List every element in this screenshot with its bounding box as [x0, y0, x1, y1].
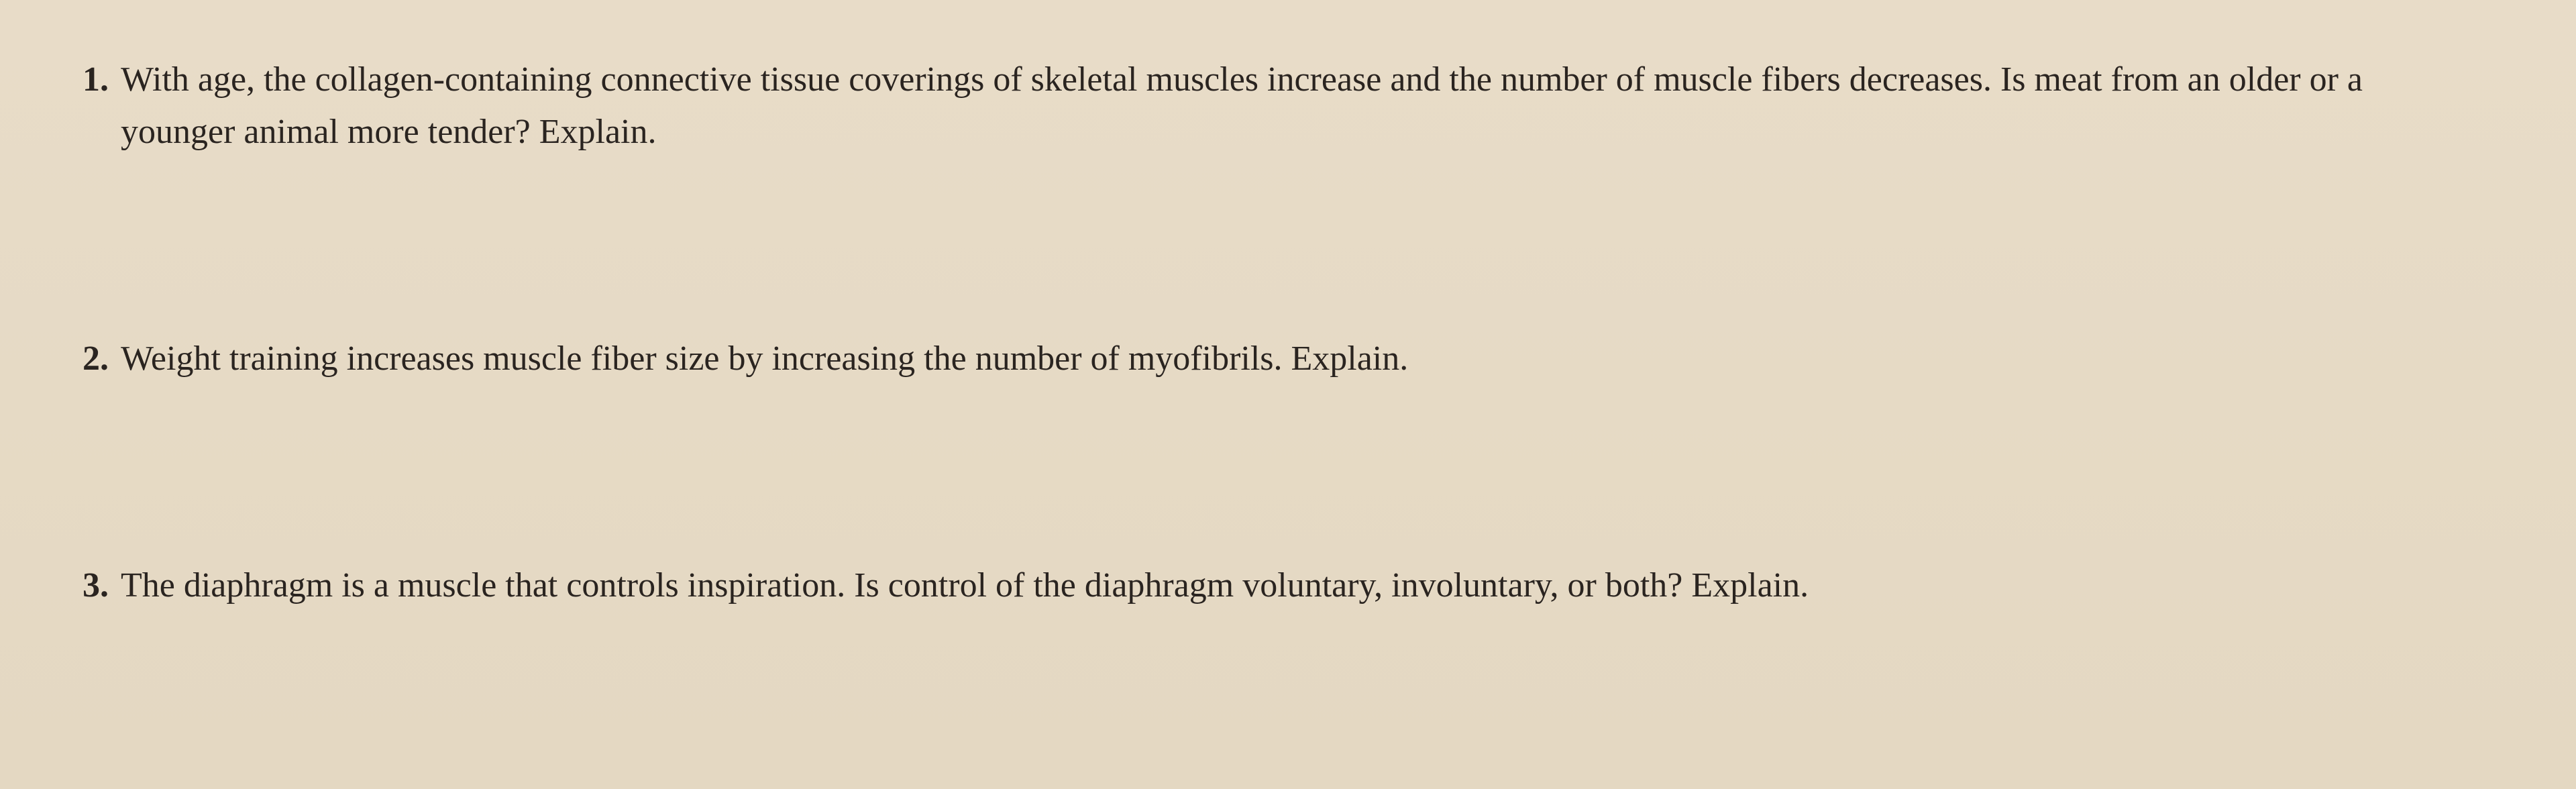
- question-number-1: 1.: [67, 54, 121, 106]
- question-text-3: The diaphragm is a muscle that controls …: [121, 560, 2482, 612]
- question-3: 3. The diaphragm is a muscle that contro…: [67, 560, 2482, 612]
- question-text-2: Weight training increases muscle fiber s…: [121, 333, 2482, 385]
- question-number-3: 3.: [67, 560, 121, 612]
- question-2: 2. Weight training increases muscle fibe…: [67, 333, 2482, 385]
- question-number-2: 2.: [67, 333, 121, 385]
- question-1: 1. With age, the collagen-containing con…: [67, 54, 2482, 158]
- question-text-1: With age, the collagen-containing connec…: [121, 54, 2482, 158]
